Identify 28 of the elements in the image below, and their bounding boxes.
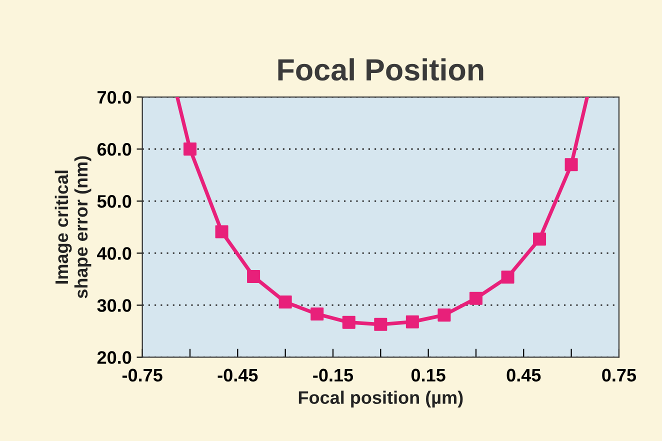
point <box>183 142 196 156</box>
point <box>374 318 388 331</box>
point <box>469 292 482 305</box>
y-tick-label: 30.0 <box>97 299 132 312</box>
x-axis-title: Focal position (µm) <box>298 390 463 408</box>
point <box>406 315 419 328</box>
point <box>501 270 514 284</box>
point <box>342 316 356 329</box>
x-tick-label: 0.75 <box>602 368 636 382</box>
point <box>564 158 578 172</box>
point <box>247 270 260 284</box>
x-tick-label: 0.15 <box>411 368 446 382</box>
y-axis-title: Image critical shape error (nm) <box>54 156 92 298</box>
x-tick-label: 0.45 <box>506 368 541 382</box>
x-tick-label: -0.75 <box>122 368 162 382</box>
chart-title: Focal Position <box>278 58 484 81</box>
y-tick-label: 50.0 <box>97 195 132 208</box>
y-tick-label: 60.0 <box>97 142 132 156</box>
point <box>278 296 292 309</box>
point <box>310 308 324 321</box>
point <box>438 308 451 322</box>
x-tick-label: -0.15 <box>313 368 354 382</box>
x-tick-label: -0.45 <box>218 368 258 382</box>
y-tick-label: 40.0 <box>97 247 132 260</box>
y-tick-label: 70.0 <box>98 90 132 104</box>
point <box>215 225 228 238</box>
y-tick-label: 20.0 <box>97 351 132 364</box>
point <box>533 232 546 246</box>
